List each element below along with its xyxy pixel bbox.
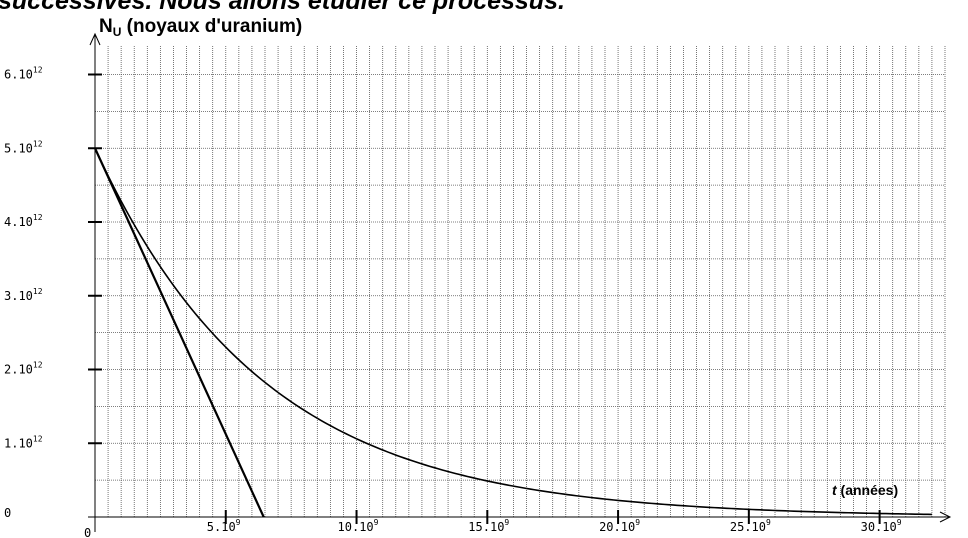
y-tick-label: 6.1012 <box>4 66 43 82</box>
y-tick-label: 5.1012 <box>4 139 43 155</box>
y-tick-label: 0 <box>4 506 11 520</box>
x-axis-title: t (années) <box>832 482 898 498</box>
y-axis-arrow <box>89 32 101 46</box>
x-tick-label: 5.109 <box>207 518 241 534</box>
x-axis-arrow <box>939 511 952 523</box>
x-tick-label: 30.109 <box>861 518 902 534</box>
x-tick-label: 15.109 <box>468 518 509 534</box>
ticks: 0 1.1012 2.1012 3.1012 4.1012 5.1012 6.1012 0 5.… <box>4 66 902 538</box>
x-tick-label: 20.109 <box>599 518 640 534</box>
x-tick-label: 0 <box>84 526 91 538</box>
y-tick-label: 3.1012 <box>4 287 43 303</box>
y-tick-label: 1.1012 <box>4 434 43 450</box>
grid <box>95 45 946 517</box>
decay-curve <box>94 147 932 516</box>
y-tick-label: 2.1012 <box>4 361 43 377</box>
page-top-text: successives. Nous allons étudier ce proc… <box>0 0 565 15</box>
x-tick-label: 10.109 <box>338 518 379 534</box>
y-tick-label: 4.1012 <box>4 213 43 229</box>
y-axis-title: NU (noyaux d'uranium) <box>99 16 302 39</box>
axes <box>88 32 952 532</box>
x-tick-label: 25.109 <box>730 518 771 534</box>
tangent-line <box>93 147 265 518</box>
series <box>93 147 932 518</box>
